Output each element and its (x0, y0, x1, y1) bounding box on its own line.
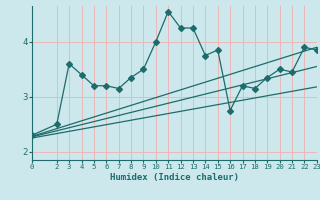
X-axis label: Humidex (Indice chaleur): Humidex (Indice chaleur) (110, 173, 239, 182)
